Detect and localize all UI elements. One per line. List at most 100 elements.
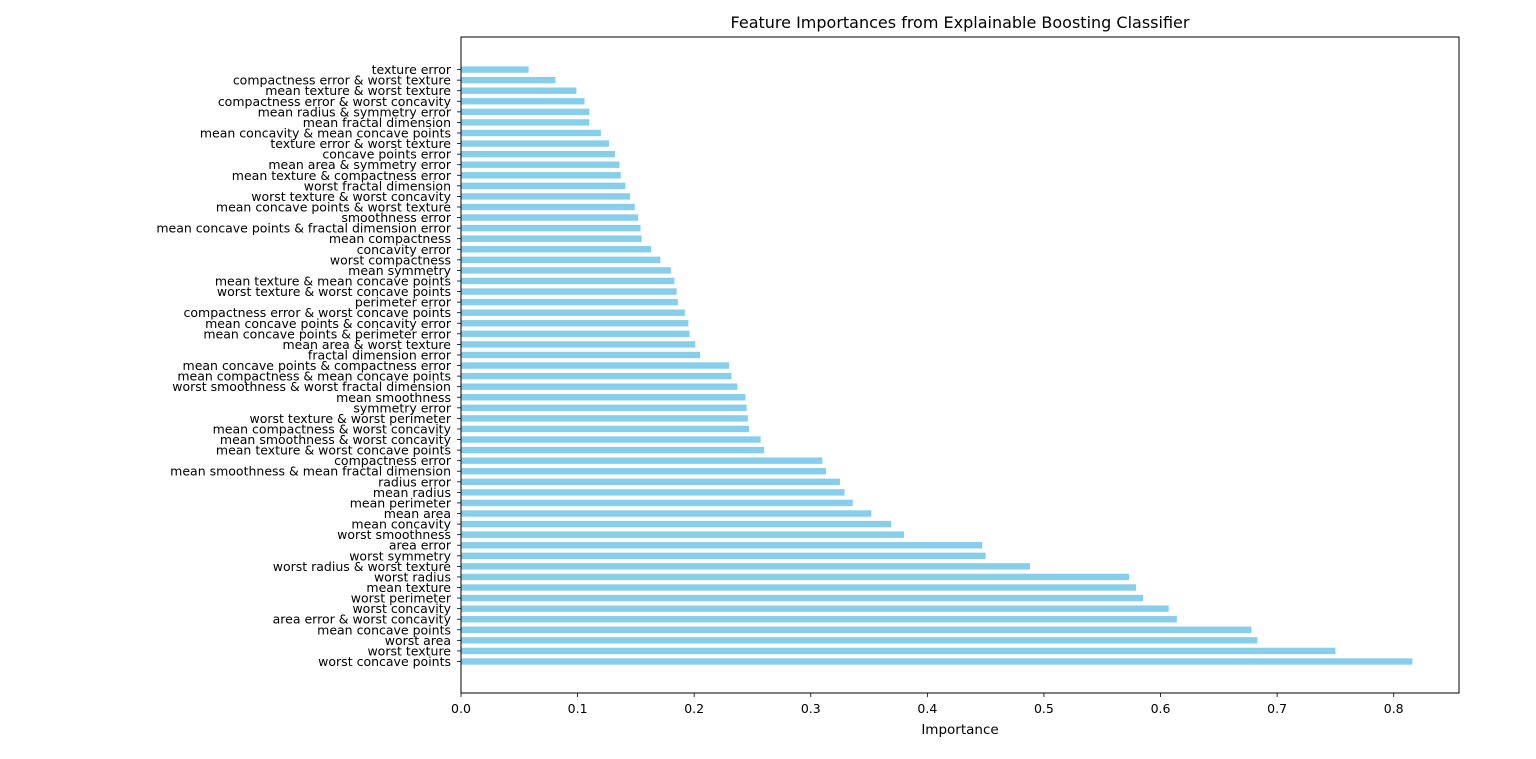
bar bbox=[461, 531, 905, 538]
bar bbox=[461, 415, 748, 422]
bar bbox=[461, 246, 652, 253]
bar bbox=[461, 605, 1169, 612]
y-tick-label: mean compactness & mean concave points bbox=[177, 369, 451, 384]
bar bbox=[461, 256, 661, 264]
y-tick-label: compactness error & worst concave points bbox=[184, 305, 451, 320]
bar bbox=[461, 298, 678, 306]
bar bbox=[461, 637, 1258, 644]
bar bbox=[461, 288, 677, 295]
y-tick-label: mean texture & compactness error bbox=[232, 168, 452, 183]
y-tick-label: worst concavity bbox=[352, 601, 451, 616]
bar bbox=[461, 552, 986, 559]
y-tick-label: worst fractal dimension bbox=[304, 178, 451, 193]
bar bbox=[461, 66, 529, 73]
y-tick-label: worst smoothness & worst fractal dimensi… bbox=[172, 379, 451, 394]
bars-layer bbox=[461, 66, 1413, 665]
y-tick-label: mean texture bbox=[366, 580, 451, 595]
bar bbox=[461, 616, 1177, 623]
bar bbox=[461, 140, 610, 147]
y-tick-label: mean area bbox=[384, 506, 451, 521]
x-tick-label: 0.8 bbox=[1384, 701, 1404, 716]
y-tick-label: mean concavity & mean concave points bbox=[200, 126, 451, 141]
bar bbox=[461, 214, 639, 221]
bar bbox=[461, 594, 1144, 602]
bar bbox=[461, 478, 840, 486]
bar bbox=[461, 457, 823, 464]
bar bbox=[461, 150, 615, 158]
bar bbox=[461, 584, 1137, 591]
y-tick-label: worst concave points bbox=[318, 654, 451, 669]
x-tick-label: 0.0 bbox=[451, 701, 471, 716]
y-tick-label: mean smoothness & mean fractal dimension bbox=[170, 464, 451, 479]
y-tick-label: mean concave points & concavity error bbox=[205, 316, 452, 331]
bar bbox=[461, 193, 631, 200]
y-tick-label: mean texture & worst concave points bbox=[216, 443, 451, 458]
y-tick-label: mean concave points & worst texture bbox=[216, 199, 451, 214]
bar bbox=[461, 436, 761, 443]
bar bbox=[461, 129, 601, 137]
bar bbox=[461, 224, 641, 232]
bar bbox=[461, 404, 747, 412]
bar bbox=[461, 510, 872, 517]
x-tick-label: 0.1 bbox=[568, 701, 588, 716]
y-tick-label: compactness error bbox=[334, 453, 452, 468]
y-tick-label: mean area & symmetry error bbox=[268, 157, 451, 172]
y-tick-label: mean concave points bbox=[317, 622, 451, 637]
y-tick-label: worst compactness bbox=[330, 252, 451, 267]
y-tick-label: radius error bbox=[378, 474, 452, 489]
bar bbox=[461, 626, 1252, 633]
bar bbox=[461, 573, 1130, 581]
y-tick-label: area error & worst concavity bbox=[273, 612, 452, 627]
y-tick-label: texture error bbox=[372, 62, 452, 77]
x-tick-label: 0.6 bbox=[1151, 701, 1171, 716]
bar bbox=[461, 563, 1030, 570]
y-tick-label: smoothness error bbox=[341, 210, 452, 225]
x-tick-label: 0.3 bbox=[801, 701, 821, 716]
bar bbox=[461, 520, 892, 528]
y-tick-label: worst radius & worst texture bbox=[273, 559, 452, 574]
bar bbox=[461, 309, 685, 316]
x-tick-label: 0.2 bbox=[684, 701, 704, 716]
bar bbox=[461, 647, 1336, 655]
x-axis-label: Importance bbox=[921, 722, 998, 738]
bar bbox=[461, 341, 696, 348]
y-tick-label: perimeter error bbox=[355, 295, 452, 310]
y-tick-label: fractal dimension error bbox=[308, 347, 452, 362]
y-tick-label: mean radius & symmetry error bbox=[258, 104, 452, 119]
x-tick-label: 0.5 bbox=[1034, 701, 1054, 716]
y-tick-label: worst texture bbox=[367, 643, 451, 658]
y-tick-label: mean compactness bbox=[329, 231, 451, 246]
y-tick-label: worst texture & worst concave points bbox=[217, 284, 451, 299]
y-tick-label: mean radius bbox=[373, 485, 451, 500]
y-tick-label: worst perimeter bbox=[351, 591, 452, 606]
bar bbox=[461, 108, 590, 116]
bar bbox=[461, 446, 765, 454]
bar bbox=[461, 425, 749, 433]
bar bbox=[461, 320, 689, 327]
y-tick-label: worst texture & worst concavity bbox=[251, 189, 451, 204]
y-tick-label: area error bbox=[389, 538, 452, 553]
y-tick-label: mean texture & worst texture bbox=[265, 83, 451, 98]
y-tick-label: compactness error & worst texture bbox=[233, 73, 451, 88]
y-tick-label: worst smoothness bbox=[337, 527, 451, 542]
bar bbox=[461, 203, 635, 211]
y-tick-label: mean area & worst texture bbox=[282, 337, 451, 352]
bar bbox=[461, 383, 738, 390]
y-tick-label: texture error & worst texture bbox=[270, 136, 451, 151]
bar bbox=[461, 394, 746, 401]
plot-frame bbox=[460, 36, 1460, 694]
x-tick-label: 0.4 bbox=[917, 701, 937, 716]
bar bbox=[461, 351, 701, 359]
bar bbox=[461, 87, 577, 94]
y-tick-label: mean smoothness & worst concavity bbox=[220, 432, 452, 447]
bar bbox=[461, 489, 845, 496]
y-tick-label: worst symmetry bbox=[349, 548, 451, 563]
x-tick-label: 0.7 bbox=[1267, 701, 1287, 716]
y-tick-label: mean concave points & compactness error bbox=[183, 358, 452, 373]
y-tick-label: concavity error bbox=[357, 242, 452, 257]
y-tick-label: worst area bbox=[385, 633, 451, 648]
bar bbox=[461, 172, 621, 179]
y-tick-label: mean concavity bbox=[351, 517, 451, 532]
